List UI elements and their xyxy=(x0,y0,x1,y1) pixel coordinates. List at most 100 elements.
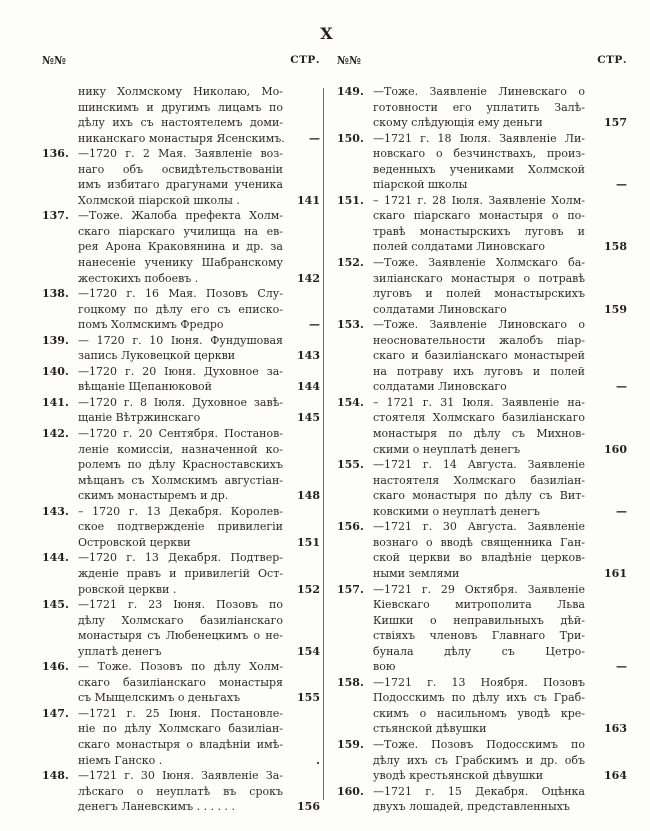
entry-line: щаніе Вѣтржинскаго 145 xyxy=(78,411,320,425)
entry-line: шинскимъ и другимъ лицамъ по xyxy=(78,100,283,114)
entry-number: 146. xyxy=(42,660,69,674)
entry-line: скаго и базиліанскаго монастырей xyxy=(373,349,585,363)
entry-number: 153. xyxy=(337,318,364,332)
index-entry: 153. —Тоже. Заявленіе Линовскаго о неоснов… xyxy=(337,317,627,395)
entry-page-number: — xyxy=(309,131,320,145)
index-entry: 156. —1721 г. 30 Августа. Заявленіе вознаг… xyxy=(337,519,627,581)
entry-number: 148. xyxy=(42,769,69,783)
entry-line: луговъ и полей монастырскихъ xyxy=(373,287,585,301)
entry-page-number: — xyxy=(616,178,627,192)
entry-number: 150. xyxy=(337,131,364,145)
entry-line: 159. —Тоже. Позовъ Подосскимъ по xyxy=(337,737,585,751)
entry-page-number: . xyxy=(316,753,320,767)
entry-line: бунала дѣлу съ Цетро- xyxy=(373,644,585,658)
entry-line: леніе комиссіи, назначенной ко- xyxy=(78,442,283,456)
entry-number: 144. xyxy=(42,551,69,565)
index-entry: 146. — Тоже. Позовъ по дѣлу Холм-скаго ба… xyxy=(42,659,320,706)
column-header-right: №№ СТР. xyxy=(337,54,627,67)
index-entry: 138. —1720 г. 16 Мая. Позовъ Слу-гоцкому … xyxy=(42,286,320,333)
entry-number: 139. xyxy=(42,333,69,347)
entry-line: имъ избитаго драгунами ученика xyxy=(78,178,283,192)
entry-line: денегъ Ланевскимъ . . . . . . 156 xyxy=(78,800,320,814)
entry-page-number: 163 xyxy=(604,722,627,736)
index-entry: 150. —1721 г. 18 Іюля. Заявленіе Ли-новск… xyxy=(337,131,627,193)
entry-page-number: 148 xyxy=(297,489,320,503)
entry-page-number: 143 xyxy=(297,349,320,363)
entry-line: наго объ освидѣтельствованіи xyxy=(78,162,283,176)
entry-line: нику Холмскому Николаю, Мо- xyxy=(78,85,283,98)
entry-line: Холмской піарской школы . 141 xyxy=(78,193,320,207)
index-entry: 136. —1720 г. 2 Мая. Заявленіе воз-наго о… xyxy=(42,146,320,208)
entry-line: скаго монастыря по дѣлу съ Вит- xyxy=(373,489,585,503)
entry-line: 156. —1721 г. 30 Августа. Заявленіе xyxy=(337,520,585,534)
index-entry: 147. —1721 г. 25 Іюня. Постановле-ніе по … xyxy=(42,706,320,768)
entry-line: 140. —1720 г. 20 Іюня. Духовное за- xyxy=(42,364,283,378)
page-number-roman: X xyxy=(320,24,334,43)
entry-line: скимъ о насильномъ уводѣ кре- xyxy=(373,706,585,720)
entry-line: 137. —Тоже. Жалоба префекта Холм- xyxy=(42,209,283,223)
entry-line: 138. —1720 г. 16 Мая. Позовъ Слу- xyxy=(42,287,283,301)
index-entry: 139. — 1720 г. 10 Іюня. Фундушовая запись … xyxy=(42,333,320,364)
entry-number: 136. xyxy=(42,147,69,161)
index-entry: 157. —1721 г. 29 Октября. Заявленіе Кіевск… xyxy=(337,582,627,675)
entry-page-number: 152 xyxy=(297,582,320,596)
column-header-left: №№ СТР. xyxy=(42,54,320,67)
entry-line: нанесеніе ученику Шабранскому xyxy=(78,256,283,270)
entry-page-number: 142 xyxy=(297,271,320,285)
entry-page-number: 155 xyxy=(297,691,320,705)
index-entry: 143. – 1720 г. 13 Декабря. Королев-ское п… xyxy=(42,504,320,551)
entry-line: вою — xyxy=(373,660,627,674)
entry-line: помъ Холмскимъ Фредро — xyxy=(78,318,320,332)
entry-number: 138. xyxy=(42,287,69,301)
entry-page-number: 159 xyxy=(604,302,627,316)
entry-line: дѣлу Холмскаго базиліанскаго xyxy=(78,613,283,627)
index-entry: 141. —1720 г. 8 Іюля. Духовное завѣ-щаніе… xyxy=(42,395,320,426)
entry-line: полей солдатами Линовскаго 158 xyxy=(373,240,627,254)
entry-page-number: 151 xyxy=(297,535,320,549)
entry-line: настоятеля Холмскаго базиліан- xyxy=(373,473,585,487)
entry-line: 141. —1720 г. 8 Іюля. Духовное завѣ- xyxy=(42,395,283,409)
entry-line: ровской церкви . 152 xyxy=(78,582,320,596)
entry-line: дѣлу ихъ съ Грабскимъ и др. объ xyxy=(373,753,585,767)
index-entry: 152. —Тоже. Заявленіе Холмскаго ба-зиліан… xyxy=(337,255,627,317)
index-entry: 140. —1720 г. 20 Іюня. Духовное за-вѣщані… xyxy=(42,364,320,395)
entry-page-number: 157 xyxy=(604,116,627,130)
entry-page-number: 145 xyxy=(297,411,320,425)
entry-line: 154. – 1721 г. 31 Іюля. Заявленіе на- xyxy=(337,395,585,409)
entry-page-number: 160 xyxy=(604,442,627,456)
entry-line: веденныхъ учениками Холмской xyxy=(373,162,585,176)
entry-line: монастыря по дѣлу съ Михнов- xyxy=(373,427,585,441)
entry-number: 156. xyxy=(337,520,364,534)
entry-line: Кишки о неправильныхъ дѣй- xyxy=(373,613,585,627)
entry-line: скаго монастыря о владѣніи имѣ- xyxy=(78,737,283,751)
entry-page-number: 161 xyxy=(604,566,627,580)
entry-number: 147. xyxy=(42,706,69,720)
entry-line: 157. —1721 г. 29 Октября. Заявленіе xyxy=(337,582,585,596)
entry-line: 145. —1721 г. 23 Іюня. Позовъ по xyxy=(42,598,283,612)
entry-page-number: 154 xyxy=(297,644,320,658)
entry-line: ское подтвержденіе привилегіи xyxy=(78,520,283,534)
index-entry: нику Холмскому Николаю, Мо-шинскимъ и др… xyxy=(42,84,320,146)
entry-number-column-label: №№ xyxy=(337,54,361,67)
entry-line: лѣскаго о неуплатѣ въ срокъ xyxy=(78,784,283,798)
entry-line: 142. —1720 г. 20 Сентября. Постанов- xyxy=(42,427,283,441)
entry-line: жестокихъ побоевъ . 142 xyxy=(78,271,320,285)
entry-number: 155. xyxy=(337,458,364,472)
index-entry: 149. —Тоже. Заявленіе Линевскаго о готовно… xyxy=(337,84,627,131)
entry-line: Островской церкви 151 xyxy=(78,535,320,549)
index-entry: 160. —1721 г. 15 Декабря. Оцѣнка двухъ лош… xyxy=(337,784,627,815)
entry-line: 155. —1721 г. 14 Августа. Заявленіе xyxy=(337,458,585,472)
page-column-label: СТР. xyxy=(290,54,320,66)
entry-line: ковскими о неуплатѣ денегъ — xyxy=(373,504,627,518)
entry-line: уводѣ крестьянской дѣвушки 164 xyxy=(373,769,627,783)
entry-line: 147. —1721 г. 25 Іюня. Постановле- xyxy=(42,706,283,720)
entry-number: 143. xyxy=(42,504,69,518)
index-entry: 154. – 1721 г. 31 Іюля. Заявленіе на-стоя… xyxy=(337,395,627,457)
entry-number: 152. xyxy=(337,256,364,270)
entry-line: никанскаго монастыря Ясенскимъ. — xyxy=(78,131,320,145)
entry-number: 140. xyxy=(42,364,69,378)
entry-line: 158. —1721 г. 13 Ноября. Позовъ xyxy=(337,675,585,689)
entry-page-number: 141 xyxy=(297,193,320,207)
entry-line: зиліанскаго монастыря о потравѣ xyxy=(373,271,585,285)
